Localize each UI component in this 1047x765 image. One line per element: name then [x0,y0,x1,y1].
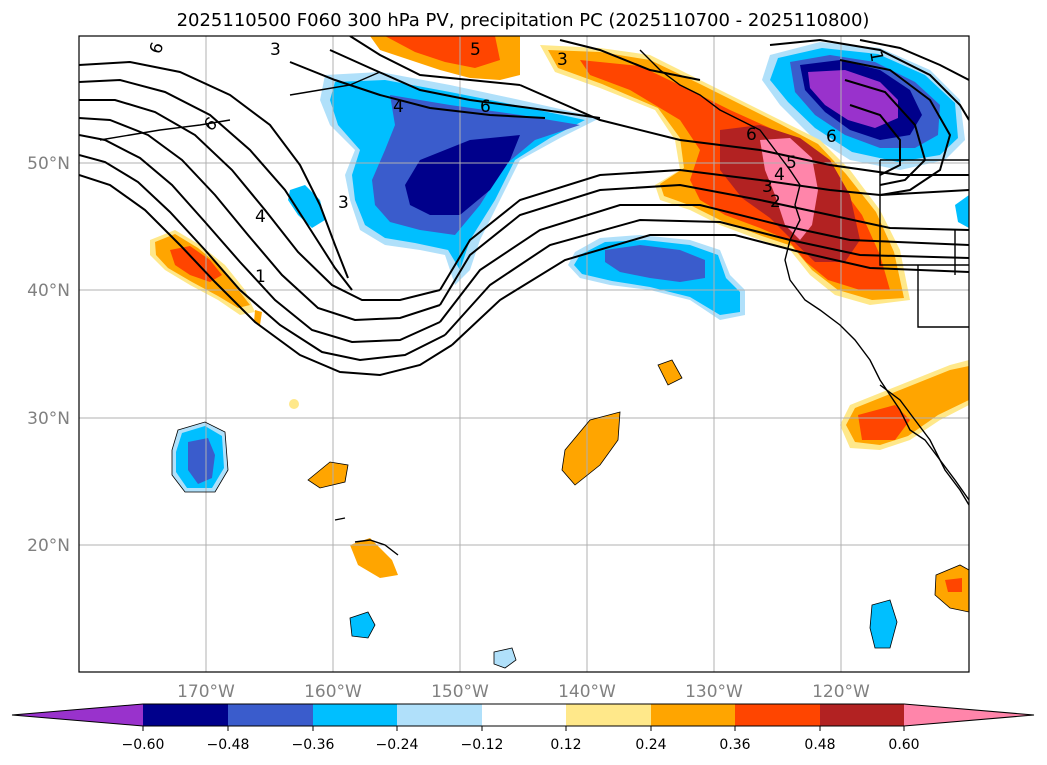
positive-anomaly-subtropical-4 [658,360,682,385]
figure-title: 2025110500 F060 300 hPa PV, precipitatio… [177,10,870,31]
lon-label-120w: 120°W [812,682,870,702]
contour-label: 6 [826,127,837,147]
lat-label-50n: 50°N [27,154,70,174]
lat-label-30n: 30°N [27,409,70,429]
map-layers: 6 3 5 6 4 3 6 4 3 1 6 5 4 3 2 1 6 [79,36,969,672]
anomaly-outlines [171,359,969,669]
colorbar-tick: 0.12 [550,737,581,753]
lon-label-140w: 140°W [558,682,616,702]
colorbar-segment [313,704,397,726]
latitude-labels: 50°N 40°N 30°N 20°N [27,154,70,556]
contour-label: 5 [470,40,481,60]
colorbar-segment [735,704,820,726]
positive-anomaly-subtropical-2 [308,462,348,488]
lon-label-130w: 130°W [685,682,743,702]
colorbar-segment [397,704,482,726]
longitude-labels: 170°W 160°W 150°W 140°W 130°W 120°W [177,682,870,702]
negative-anomaly-small-2 [350,612,375,638]
colorbar-extend-high [904,704,1034,726]
contour-label: 3 [762,177,773,197]
contour-label: 5 [786,153,797,173]
positive-anomaly-small [254,310,262,325]
colorbar-tick: 0.60 [888,737,919,753]
negative-anomaly-subtropical [172,422,228,492]
lon-label-170w: 170°W [177,682,235,702]
positive-anomaly-gulf-north [370,36,520,80]
colorbar-tick: 0.48 [804,737,835,753]
colorbar-segment [820,704,904,726]
colorbar-tick: −0.36 [292,737,335,753]
colorbar-tick: −0.24 [376,737,419,753]
colorbar-segment [143,704,228,726]
contour-label: 3 [338,193,349,213]
colorbar-tick: −0.12 [461,737,504,753]
contour-label: 1 [255,267,266,287]
contour-label: 4 [774,165,785,185]
contour-label: 1 [865,49,887,63]
pv-contours [79,36,969,377]
positive-anomaly-dot [289,399,299,409]
map-frame [78,35,970,673]
lon-label-160w: 160°W [304,682,362,702]
contour-label: 6 [480,97,491,117]
colorbar: −0.60 −0.48 −0.36 −0.24 −0.12 0.12 0.24 … [11,703,1035,753]
colorbar-segment [566,704,651,726]
contour-label: 6 [746,125,757,145]
colorbar-tick: −0.48 [207,737,250,753]
negative-anomaly-east-pacific [568,235,745,320]
contour-label: 2 [770,192,781,212]
contour-label: 3 [270,40,281,60]
contour-label: 3 [557,50,568,70]
contour-label: 4 [255,207,266,227]
positive-anomaly-mexico-core [945,578,962,592]
contour-labels: 6 3 5 6 4 3 6 4 3 1 6 5 4 3 2 1 6 [146,40,887,287]
colorbar-extend-low [12,704,143,726]
negative-anomaly-small-3 [494,648,516,668]
contour-label: 4 [393,97,404,117]
positive-anomaly-subtropical-3 [350,538,398,578]
colorbar-segment [651,704,735,726]
colorbar-tick: 0.24 [635,737,666,753]
lat-label-20n: 20°N [27,536,70,556]
lon-label-150w: 150°W [431,682,489,702]
negative-anomaly-small-4 [870,600,897,648]
negative-anomaly-edge [955,195,969,228]
colorbar-tick: −0.60 [122,737,165,753]
colorbar-segment [482,704,566,726]
positive-anomaly-subtropical-1 [562,412,620,485]
colorbar-tick: 0.36 [719,737,750,753]
colorbar-segment [228,704,313,726]
lat-label-40n: 40°N [27,281,70,301]
